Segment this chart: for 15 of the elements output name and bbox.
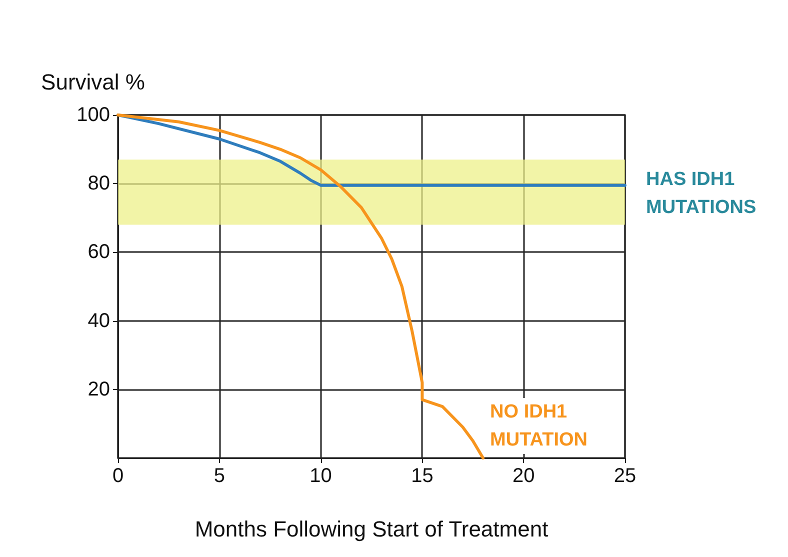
series-label: NO IDH1 MUTATION xyxy=(490,402,588,450)
y-axis-title: Survival % xyxy=(41,70,145,94)
x-tick-label: 15 xyxy=(411,465,434,487)
y-tick-label: 40 xyxy=(88,310,110,332)
x-axis-title: Months Following Start of Treatment xyxy=(194,516,548,542)
x-tick-label: 10 xyxy=(310,465,332,487)
y-tick-label: 60 xyxy=(88,241,110,264)
x-tick-label: 5 xyxy=(214,465,225,487)
y-tick-label: 20 xyxy=(88,378,110,400)
x-tick-label: 0 xyxy=(112,465,124,487)
series-label: HAS IDH1 MUTATIONS xyxy=(646,168,756,218)
x-tick-label: 20 xyxy=(512,465,535,487)
x-tick-label: 25 xyxy=(614,465,636,487)
y-tick-label: 100 xyxy=(76,104,110,126)
y-tick-label: 80 xyxy=(88,172,110,195)
